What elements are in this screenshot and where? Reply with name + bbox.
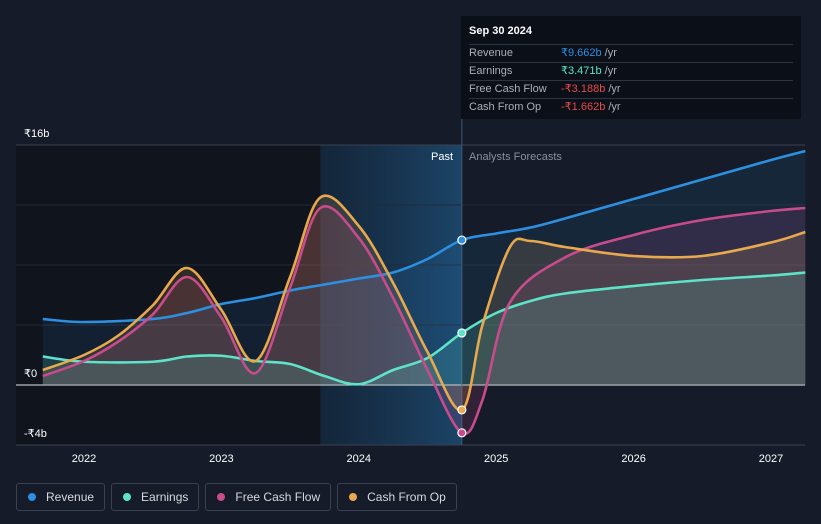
legend-item-earnings[interactable]: Earnings bbox=[111, 483, 200, 511]
legend-item-revenue[interactable]: Revenue bbox=[16, 483, 106, 511]
legend: Revenue Earnings Free Cash Flow Cash Fro… bbox=[16, 483, 457, 511]
tooltip: Sep 30 2024 Revenue ₹9.662b /yr Earnings… bbox=[461, 16, 801, 119]
area-earnings bbox=[42, 272, 806, 385]
x-tick-label: 2024 bbox=[347, 453, 371, 465]
marker-revenue bbox=[457, 235, 467, 245]
legend-label: Revenue bbox=[46, 490, 95, 504]
tooltip-unit: /yr bbox=[604, 47, 617, 59]
tooltip-label: Cash From Op bbox=[469, 101, 542, 113]
tooltip-row-revenue: Revenue ₹9.662b /yr bbox=[469, 45, 793, 63]
forecast-label: Analysts Forecasts bbox=[469, 151, 562, 163]
legend-item-free-cash-flow[interactable]: Free Cash Flow bbox=[205, 483, 332, 511]
legend-item-cash-from-op[interactable]: Cash From Op bbox=[337, 483, 457, 511]
legend-label: Cash From Op bbox=[367, 490, 446, 504]
tooltip-value: ₹9.662b bbox=[561, 47, 602, 59]
tooltip-label: Free Cash Flow bbox=[469, 83, 547, 95]
tooltip-label: Revenue bbox=[469, 47, 514, 59]
legend-label: Earnings bbox=[141, 490, 189, 504]
past-label: Past bbox=[431, 151, 453, 163]
tooltip-value: -₹3.188b bbox=[561, 83, 606, 95]
marker-cash-from-op bbox=[457, 405, 467, 415]
tooltip-label: Earnings bbox=[469, 65, 513, 77]
tooltip-value: ₹3.471b bbox=[561, 65, 602, 77]
area-free-cash-flow bbox=[42, 206, 806, 434]
marker-earnings bbox=[457, 328, 467, 338]
x-tick-label: 2025 bbox=[484, 453, 508, 465]
y-tick-label: ₹16b bbox=[24, 128, 49, 140]
line-free-cash-flow bbox=[42, 205, 806, 435]
x-tick-label: 2026 bbox=[621, 453, 645, 465]
legend-dot-icon bbox=[123, 493, 132, 501]
legend-dot-icon bbox=[217, 493, 226, 501]
legend-dot-icon bbox=[349, 493, 358, 501]
x-tick-label: 2027 bbox=[759, 453, 783, 465]
x-tick-label: 2023 bbox=[209, 453, 233, 465]
legend-label: Free Cash Flow bbox=[235, 490, 321, 504]
tooltip-unit: /yr bbox=[608, 101, 621, 113]
tooltip-unit: /yr bbox=[604, 65, 617, 77]
line-revenue bbox=[42, 149, 806, 324]
tooltip-date: Sep 30 2024 bbox=[469, 24, 793, 45]
y-tick-label: -₹4b bbox=[24, 428, 47, 440]
tooltip-value: -₹1.662b bbox=[561, 101, 606, 113]
x-tick-label: 2022 bbox=[72, 453, 96, 465]
line-cash-from-op bbox=[42, 194, 806, 412]
tooltip-row-cash-from-op: Cash From Op -₹1.662b /yr bbox=[469, 99, 793, 116]
tooltip-unit: /yr bbox=[608, 83, 621, 95]
legend-dot-icon bbox=[28, 493, 36, 501]
y-tick-label: ₹0 bbox=[24, 368, 37, 380]
tooltip-row-free-cash-flow: Free Cash Flow -₹3.188b /yr bbox=[469, 81, 793, 99]
marker-free-cash-flow bbox=[457, 428, 467, 438]
area-revenue bbox=[42, 151, 806, 385]
line-earnings bbox=[42, 271, 806, 386]
tooltip-row-earnings: Earnings ₹3.471b /yr bbox=[469, 63, 793, 81]
